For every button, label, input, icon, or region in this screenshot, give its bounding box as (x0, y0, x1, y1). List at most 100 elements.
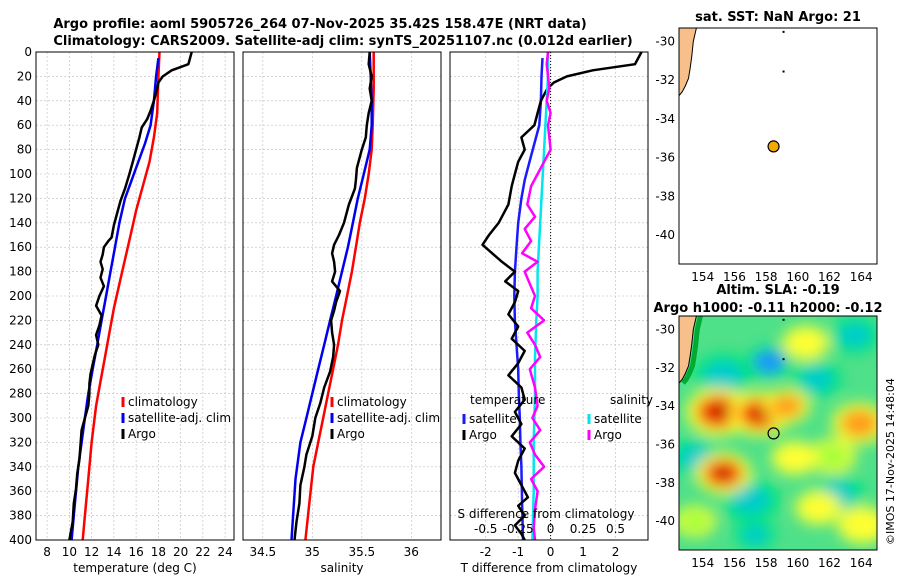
sla-feature (840, 409, 877, 437)
x-tick-label: 2 (612, 545, 620, 559)
lat-tick-label: -32 (655, 73, 675, 87)
island-marker (782, 358, 785, 361)
series-line-satellite-adj-clim (290, 51, 373, 541)
x-tick-label: 22 (195, 545, 210, 559)
sla-feature (778, 446, 811, 470)
lat-tick-label: -32 (655, 361, 675, 375)
series-line-argo (68, 51, 193, 541)
salinity-legend-label: satellite-adj. clim (337, 411, 440, 425)
sla-blobs (679, 316, 877, 550)
lat-tick-label: -36 (655, 438, 675, 452)
diff-legend-left-label: satellite (469, 412, 517, 426)
sla-feature (729, 485, 771, 515)
plot-frame (449, 51, 649, 541)
lon-tick-label: 162 (818, 556, 841, 570)
x-tick-label: 8 (43, 545, 51, 559)
series-line-climatology (304, 52, 375, 541)
x-axis-label: salinity (320, 561, 363, 575)
figure-title-line1: Argo profile: aoml 5905726_264 07-Nov-20… (53, 17, 586, 32)
secondary-axis-label: S difference from climatology (458, 507, 635, 521)
lat-tick-label: -30 (655, 322, 675, 336)
sla-feature (837, 322, 873, 348)
sla-feature (790, 331, 822, 355)
x-tick-label: 14 (106, 545, 121, 559)
x-tick-label: 0 (547, 545, 555, 559)
temperature-panel: 8 10 12 14 16 18 20 22 2402040608010012014016018… (9, 45, 235, 575)
lat-tick-label: -34 (655, 112, 675, 126)
x-tick-label: -1 (512, 545, 524, 559)
secondary-tick-label: 0.25 (570, 522, 597, 536)
sla-feature (753, 350, 785, 374)
temperature-legend-label: Argo (128, 427, 156, 441)
land-australia (679, 28, 697, 97)
x-axis-label: temperature (deg C) (73, 561, 196, 575)
lat-tick-label: -38 (655, 476, 675, 490)
sst-map-title: sat. SST: NaN Argo: 21 (695, 10, 861, 25)
map-area (679, 28, 877, 264)
sla-feature-core (713, 467, 733, 480)
diff-legend-right-label: Argo (594, 428, 622, 442)
x-tick-label: 35.5 (348, 545, 375, 559)
x-tick-label: 36 (404, 545, 419, 559)
secondary-tick-label: 0.5 (606, 522, 625, 536)
series-line-s-argo (520, 51, 552, 541)
x-axis-label: T difference from climatology (460, 561, 638, 575)
lon-tick-label: 154 (691, 270, 714, 284)
map-frame (678, 315, 878, 551)
coastal-shelf (681, 316, 703, 385)
temperature-legend-label: climatology (128, 395, 198, 409)
map-area (679, 316, 877, 550)
plot-frame (242, 51, 442, 541)
timestamp-label: ©IMOS 17-Nov-2025 14:48:04 (884, 378, 897, 545)
x-tick-label: 10 (62, 545, 77, 559)
difference-panel: -2 -1 0 1 2 T difference from climatology temp… (449, 51, 653, 575)
lat-tick-label: -38 (655, 189, 675, 203)
sla-feature (702, 360, 744, 391)
secondary-tick-label: -0.25 (503, 522, 534, 536)
lon-tick-label: 158 (755, 556, 778, 570)
secondary-tick-label: 0 (547, 522, 555, 536)
y-tick-label: 160 (9, 240, 32, 254)
lat-tick-label: -30 (655, 35, 675, 49)
y-tick-label: 80 (17, 143, 32, 157)
lon-tick-label: 160 (786, 556, 809, 570)
x-tick-label: 16 (128, 545, 143, 559)
sla-feature (771, 394, 803, 418)
salinity-legend-label: Argo (337, 427, 365, 441)
salinity-panel: 34.5 35 35.5 36 salinity climatology satellite… (242, 51, 442, 575)
x-tick-label: 12 (84, 545, 99, 559)
map-frame (678, 27, 878, 265)
series-line-satellite-adj-clim (70, 57, 160, 541)
x-tick-label: 1 (579, 545, 587, 559)
temperature-legend-label: satellite-adj. clim (128, 411, 231, 425)
sla-feature (802, 496, 835, 520)
x-tick-label: 24 (217, 545, 232, 559)
island-marker (782, 70, 785, 73)
island-marker (782, 318, 785, 321)
diff-legend-left-title: temperature (470, 393, 545, 407)
lon-tick-label: 160 (786, 270, 809, 284)
y-tick-label: 340 (9, 460, 32, 474)
lon-tick-label: 158 (755, 270, 778, 284)
y-tick-label: 20 (17, 69, 32, 83)
sla-feature (680, 511, 709, 532)
y-tick-label: 220 (9, 313, 32, 327)
series-line-t-argo (481, 51, 643, 541)
y-tick-label: 100 (9, 167, 32, 181)
lon-tick-label: 156 (723, 556, 746, 570)
lat-tick-label: -40 (655, 228, 675, 242)
y-tick-label: 0 (24, 45, 32, 59)
lon-tick-label: 154 (691, 556, 714, 570)
y-tick-label: 180 (9, 265, 32, 279)
argo-float-marker (767, 140, 780, 153)
lat-tick-label: -34 (655, 399, 675, 413)
island-marker (782, 30, 785, 33)
sla-map-panel: 154 156 158 160 162 164 -30 -32 -34 -36 -38 -40 Alti… (653, 283, 882, 570)
y-tick-label: 400 (9, 533, 32, 547)
argo-float-marker (767, 427, 780, 440)
sla-map-title-line2: Argo h1000: -0.11 h2000: -0.12 (653, 301, 882, 316)
sla-feature (799, 366, 835, 392)
sla-feature (845, 512, 877, 538)
y-tick-label: 240 (9, 338, 32, 352)
diff-legend-right-label: satellite (594, 412, 642, 426)
